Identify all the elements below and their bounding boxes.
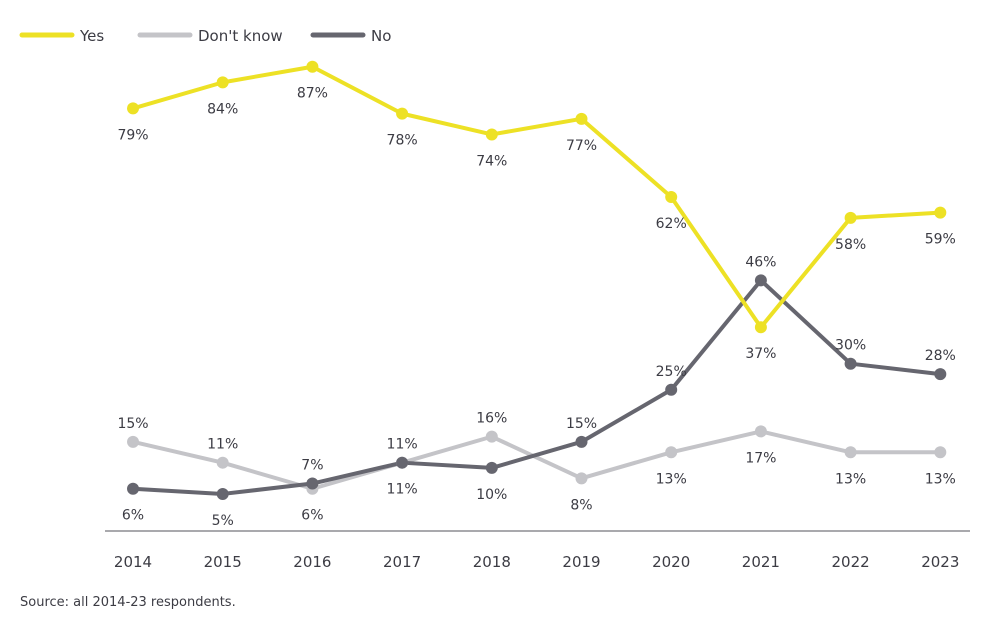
data-point-don-t-know [665, 446, 678, 459]
data-point-no [844, 357, 857, 370]
x-tick-label: 2023 [921, 553, 959, 571]
data-point-yes [127, 102, 139, 115]
series-line-don-t-know [132, 429, 941, 491]
data-point-don-t-know [216, 456, 229, 469]
x-tick-label: 2018 [473, 553, 511, 571]
data-label-don-t-know: 13% [835, 471, 866, 487]
data-point-no [665, 383, 678, 396]
legend-label: Yes [79, 27, 104, 45]
data-label-don-t-know: 15% [117, 416, 148, 432]
data-label-yes: 62% [656, 216, 687, 232]
data-label-don-t-know: 11% [207, 437, 238, 453]
data-label-yes: 79% [117, 127, 148, 143]
data-label-yes: 74% [476, 153, 507, 169]
x-tick-label: 2020 [652, 553, 690, 571]
x-tick-label: 2021 [742, 553, 780, 571]
data-label-yes: 78% [387, 133, 418, 149]
data-point-yes [844, 211, 857, 224]
data-point-don-t-know [844, 446, 857, 459]
data-labels: 79% 84% 87% 78% 74% 77% 62% 37% 58% 59% 15% 11% 6% 11… [117, 86, 955, 529]
data-point-yes [934, 206, 947, 219]
data-point-no [754, 274, 767, 287]
x-tick-label: 2022 [832, 553, 870, 571]
data-point-yes [575, 112, 588, 125]
data-label-don-t-know: 13% [925, 471, 956, 487]
data-point-no [934, 368, 947, 381]
data-point-yes [665, 190, 678, 203]
data-point-no [485, 461, 498, 474]
data-point-no [306, 477, 319, 490]
data-point-don-t-know [575, 472, 588, 485]
legend: Yes Don't know No [19, 27, 391, 45]
data-label-no: 7% [301, 458, 323, 474]
data-point-yes [306, 60, 319, 73]
data-point-don-t-know [485, 430, 498, 443]
legend-label: Don't know [198, 27, 283, 45]
data-label-no: 10% [476, 487, 507, 503]
series-line-no [132, 278, 941, 496]
series-line-yes [132, 64, 941, 330]
data-point-don-t-know [934, 446, 947, 459]
x-axis-ticks: 2014 2015 2016 2017 2018 2019 2020 2021 2022 2023 [114, 553, 959, 571]
x-tick-label: 2014 [114, 553, 152, 571]
x-tick-label: 2015 [204, 553, 242, 571]
data-point-no [575, 435, 588, 448]
legend-label: No [371, 27, 391, 45]
data-label-yes: 87% [297, 86, 328, 102]
data-point-yes [485, 128, 498, 141]
data-label-no: 46% [745, 254, 776, 270]
data-point-no [396, 456, 409, 469]
data-label-no: 30% [835, 338, 866, 354]
data-label-no: 11% [387, 482, 418, 498]
data-label-no: 15% [566, 416, 597, 432]
data-label-yes: 58% [835, 237, 866, 253]
data-label-don-t-know: 13% [656, 471, 687, 487]
data-label-yes: 59% [925, 232, 956, 248]
data-point-yes [216, 76, 229, 89]
x-tick-label: 2016 [293, 553, 331, 571]
data-point-no [127, 482, 139, 495]
data-label-no: 25% [656, 364, 687, 380]
series-points [127, 60, 947, 500]
data-point-don-t-know [754, 425, 767, 438]
data-label-yes: 84% [207, 101, 238, 117]
line-chart: Yes Don't know No 2014 2015 2016 2017 2018 2019… [19, 27, 970, 571]
data-point-yes [754, 321, 767, 334]
legend-item-no: No [310, 27, 391, 45]
data-label-no: 5% [212, 513, 234, 529]
legend-item-don-t-know: Don't know [137, 27, 283, 45]
x-tick-label: 2019 [562, 553, 600, 571]
series-lines [132, 64, 941, 496]
source-note: Source: all 2014-23 respondents. [20, 595, 236, 610]
data-label-don-t-know: 8% [570, 497, 592, 513]
data-point-no [216, 487, 229, 500]
data-label-don-t-know: 17% [745, 450, 776, 466]
data-label-yes: 77% [566, 138, 597, 154]
data-label-don-t-know: 6% [301, 508, 323, 524]
x-tick-label: 2017 [383, 553, 421, 571]
data-point-don-t-know [127, 435, 139, 448]
data-label-don-t-know: 11% [387, 437, 418, 453]
data-label-no: 6% [122, 508, 144, 524]
data-label-no: 28% [925, 348, 956, 364]
legend-item-yes: Yes [19, 27, 104, 45]
data-point-yes [396, 107, 409, 120]
data-label-yes: 37% [745, 346, 776, 362]
data-label-don-t-know: 16% [476, 411, 507, 427]
